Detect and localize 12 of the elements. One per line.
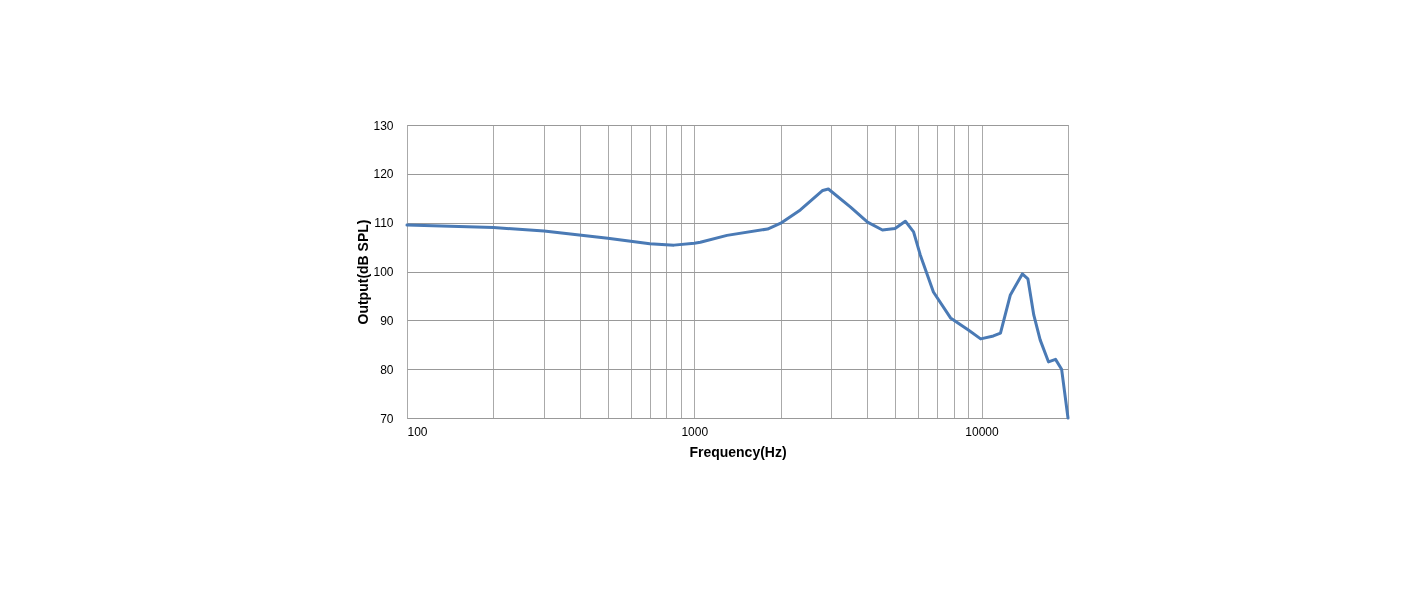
y-axis-title: Output(dB SPL): [355, 219, 372, 325]
y-tick-label: 130: [373, 118, 394, 133]
y-tick-label: 90: [380, 313, 394, 328]
x-tick-label: 100: [407, 424, 428, 439]
x-tick-label: 1000: [681, 424, 709, 439]
y-tick-label: 120: [373, 167, 394, 182]
y-tick-label: 70: [380, 411, 394, 426]
y-tick-label: 80: [380, 362, 394, 377]
y-tick-label: 100: [373, 265, 394, 279]
x-axis-title: Frequency(Hz): [689, 443, 787, 460]
x-tick-label: 10000: [965, 424, 1000, 439]
y-tick-label: 110: [374, 216, 394, 231]
